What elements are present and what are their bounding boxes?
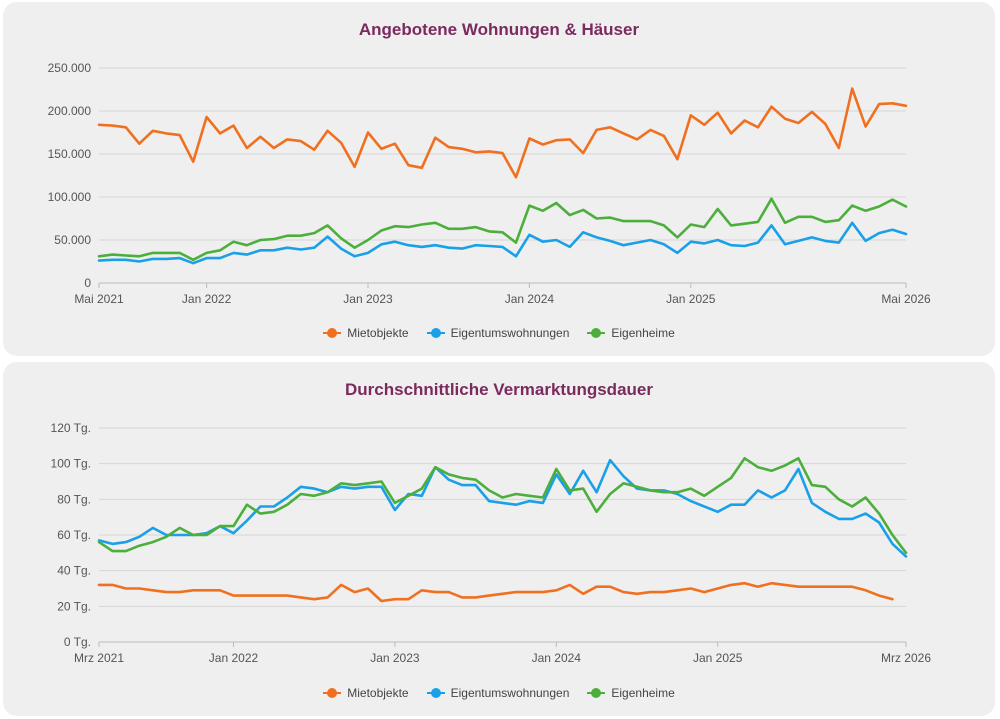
y-tick-label: 50.000 [54, 233, 91, 247]
series-line-eigenheime[interactable] [97, 197, 908, 262]
legend-marker-icon [587, 328, 606, 338]
x-tick-label: Mai 2021 [74, 292, 124, 306]
series-line-eigenheime[interactable] [97, 457, 908, 555]
y-tick-label: 120 Tg. [51, 421, 91, 435]
legend-marker-icon [323, 688, 342, 698]
y-tick-label: 200.000 [48, 104, 92, 118]
legend-item-eigentumswohnungen[interactable]: Eigentumswohnungen [426, 326, 570, 340]
y-tick-label: 0 Tg. [64, 635, 91, 649]
series-line-mietobjekte[interactable] [97, 87, 908, 179]
legend-label: Eigentumswohnungen [450, 326, 570, 340]
x-tick-label: Jan 2025 [666, 292, 716, 306]
x-tick-label: Jan 2023 [343, 292, 393, 306]
chart-title: Durchschnittliche Vermarktungsdauer [345, 380, 653, 399]
chart-legend: Mietobjekte Eigentumswohnungen Eigenheim… [3, 686, 995, 700]
legend-item-mietobjekte[interactable]: Mietobjekte [323, 686, 409, 700]
legend-label: Mietobjekte [347, 326, 409, 340]
x-tick-label: Jan 2022 [182, 292, 232, 306]
x-tick-label: Mai 2026 [881, 292, 931, 306]
chart-card-vermarktungsdauer: Durchschnittliche Vermarktungsdauer 0 Tg… [3, 362, 995, 716]
chart-card-angebot: Angebotene Wohnungen & Häuser 0 50.000 100… [3, 2, 995, 356]
x-tick-label: Jan 2023 [370, 651, 420, 665]
legend-marker-icon [426, 688, 445, 698]
legend-marker-icon [587, 688, 606, 698]
y-tick-label: 80 Tg. [57, 492, 91, 506]
y-tick-label: 20 Tg. [57, 599, 91, 613]
legend-marker-icon [426, 328, 445, 338]
x-tick-label: Jan 2024 [505, 292, 555, 306]
x-tick-label: Mrz 2026 [881, 651, 931, 665]
chart-angebot: 0 50.000 100.000 150.000 200.000 250.000 Mai 2… [48, 61, 931, 306]
legend-label: Eigenheime [611, 686, 675, 700]
series-line-eigentumswohnungen[interactable] [97, 458, 908, 558]
chart-legend: Mietobjekte Eigentumswohnungen Eigenheim… [3, 326, 995, 340]
x-tick-label: Jan 2022 [209, 651, 259, 665]
chart-title: Angebotene Wohnungen & Häuser [358, 20, 640, 39]
x-tick-label: Jan 2024 [532, 651, 582, 665]
chart-vermarktungsdauer: 0 Tg. 20 Tg. 40 Tg. 60 Tg. 80 Tg. 100 Tg. 120 … [51, 421, 932, 665]
legend-label: Eigenheime [611, 326, 675, 340]
legend-label: Mietobjekte [347, 686, 409, 700]
y-tick-label: 40 Tg. [57, 564, 91, 578]
series-line-mietobjekte[interactable] [97, 581, 894, 603]
legend-marker-icon [323, 328, 342, 338]
x-tick-label: Mrz 2021 [74, 651, 124, 665]
legend-item-eigenheime[interactable]: Eigenheime [587, 326, 675, 340]
x-tick-label: Jan 2025 [693, 651, 743, 665]
legend-label: Eigentumswohnungen [450, 686, 570, 700]
series-line-eigentumswohnungen[interactable] [97, 221, 908, 265]
y-tick-label: 150.000 [48, 147, 92, 161]
y-tick-label: 60 Tg. [57, 528, 91, 542]
y-tick-label: 250.000 [48, 61, 92, 75]
legend-item-eigenheime[interactable]: Eigenheime [587, 686, 675, 700]
legend-item-mietobjekte[interactable]: Mietobjekte [323, 326, 409, 340]
legend-item-eigentumswohnungen[interactable]: Eigentumswohnungen [426, 686, 570, 700]
y-tick-label: 100.000 [48, 190, 92, 204]
y-tick-label: 100 Tg. [51, 457, 91, 471]
y-tick-label: 0 [84, 276, 91, 290]
